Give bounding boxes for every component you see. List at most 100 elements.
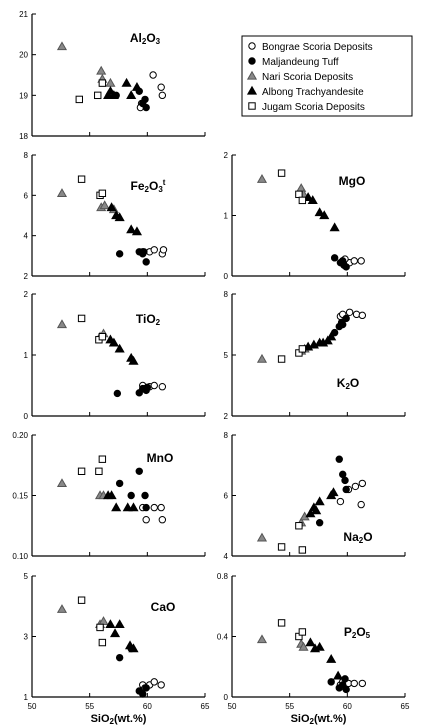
data-point-filled-triangle xyxy=(305,637,316,647)
y-tick-label: 20 xyxy=(19,51,28,60)
y-tick-label: 8 xyxy=(224,290,229,299)
data-point-filled-triangle xyxy=(121,77,132,87)
data-point-filled-circle xyxy=(140,248,148,256)
data-point-open-circle xyxy=(142,516,150,524)
data-point-open-circle xyxy=(357,500,365,509)
data-point-open-square xyxy=(75,95,83,104)
panel-k2o: 2 5 8 K2O xyxy=(224,290,406,421)
data-point-open-square xyxy=(95,467,103,476)
data-point-filled-triangle xyxy=(319,210,330,220)
data-point-open-circle xyxy=(150,503,158,512)
panel-mno: 0.10 0.15 0.20 MnO xyxy=(12,431,206,561)
data-point-filled-triangle xyxy=(106,202,117,212)
oxide-label: K2O xyxy=(337,376,359,391)
data-point-filled-circle xyxy=(142,503,150,512)
y-tick-label: 1 xyxy=(24,693,29,702)
y-tick-label: 3 xyxy=(24,633,29,642)
data-point-open-square xyxy=(277,355,286,363)
y-tick-label: 6 xyxy=(24,191,29,200)
data-point-open-square xyxy=(295,190,303,199)
y-tick-label: 0 xyxy=(24,412,29,421)
panel-fe2o3: 2 4 6 8 Fe2O3t xyxy=(24,151,206,281)
legend: Bongrae Scoria Deposits Maljandeung Tuff N… xyxy=(241,35,413,117)
data-point-open-square xyxy=(96,623,104,632)
x-axis-title: SiO2(wt.%) xyxy=(91,713,147,726)
y-tick-label: 2 xyxy=(224,151,229,160)
data-point-filled-triangle xyxy=(111,502,122,512)
legend-label: Albong Trachyandesite xyxy=(262,87,364,98)
data-point-open-circle xyxy=(351,482,360,491)
data-point-filled-circle xyxy=(141,491,149,500)
oxide-label: TiO2 xyxy=(136,312,161,327)
data-point-open-square xyxy=(277,169,286,177)
data-point-filled-triangle xyxy=(128,643,139,653)
data-point-filled-circle xyxy=(142,258,150,266)
data-point-filled-triangle xyxy=(126,90,137,99)
data-point-filled-circle xyxy=(339,470,347,479)
y-tick-label: 4 xyxy=(224,552,229,561)
data-point-open-square xyxy=(298,345,307,353)
oxide-label: Na2O xyxy=(343,530,372,545)
data-point-open-square xyxy=(98,189,107,198)
legend-box xyxy=(241,35,413,117)
data-point-open-circle xyxy=(158,516,167,524)
data-point-filled-circle xyxy=(115,653,124,662)
y-tick-label: 2 xyxy=(24,272,29,281)
data-point-open-square xyxy=(77,596,86,604)
data-point-filled-circle xyxy=(115,250,124,258)
y-tick-label: 1 xyxy=(24,351,29,360)
data-point-filled-triangle xyxy=(106,490,117,500)
data-point-open-circle xyxy=(150,381,158,390)
data-point-open-triangle xyxy=(56,41,68,51)
y-tick-label: 0.4 xyxy=(217,633,229,642)
data-point-filled-circle xyxy=(135,467,143,475)
data-point-filled-triangle xyxy=(326,653,337,663)
x-axis-title: SiO2(wt.%) xyxy=(291,713,347,726)
data-point-filled-circle xyxy=(139,99,147,108)
x-tick-label: 60 xyxy=(343,702,352,711)
legend-marker-filled-circle xyxy=(248,57,256,65)
data-point-open-triangle xyxy=(56,478,68,488)
data-point-filled-circle xyxy=(342,314,350,323)
data-point-filled-triangle xyxy=(114,343,125,353)
data-point-open-triangle xyxy=(105,77,116,87)
data-point-filled-triangle xyxy=(333,670,344,680)
data-point-filled-triangle xyxy=(128,355,139,365)
y-tick-label: 8 xyxy=(224,431,229,440)
data-point-open-circle xyxy=(150,246,158,254)
data-point-open-triangle xyxy=(256,634,268,644)
data-point-filled-circle xyxy=(327,678,335,686)
oxide-label: Fe2O3t xyxy=(131,178,166,194)
data-point-open-circle xyxy=(336,497,345,506)
panel-al2o3: 18 19 20 21 Al2O3 xyxy=(19,10,206,141)
x-tick-label: 50 xyxy=(228,702,237,711)
panel-p2o5: 0 0.4 0.8 50 55 60 65 P2O5 SiO2(wt.%) xyxy=(217,572,410,726)
data-point-filled-triangle xyxy=(114,619,125,629)
data-point-filled-triangle xyxy=(131,81,143,91)
data-point-open-square xyxy=(77,175,86,183)
data-point-filled-triangle xyxy=(126,224,137,234)
data-point-filled-circle xyxy=(330,254,339,262)
data-point-filled-circle xyxy=(142,684,150,692)
y-tick-label: 18 xyxy=(19,132,28,141)
y-tick-label: 19 xyxy=(19,91,28,100)
data-point-filled-circle xyxy=(342,685,350,694)
data-point-filled-circle xyxy=(127,491,135,500)
y-tick-label: 6 xyxy=(224,492,229,501)
data-point-open-square xyxy=(295,522,303,530)
panel-tio2: 0 1 2 TiO2 xyxy=(24,290,206,421)
y-tick-label: 5 xyxy=(224,351,229,360)
data-point-filled-triangle xyxy=(314,207,325,217)
data-point-filled-triangle xyxy=(114,212,125,222)
data-point-open-circle xyxy=(159,246,168,254)
data-point-open-circle xyxy=(158,383,167,391)
data-point-filled-circle xyxy=(115,479,124,488)
y-tick-label: 8 xyxy=(24,151,29,160)
oxide-label: MgO xyxy=(339,174,366,188)
y-tick-label: 0.8 xyxy=(217,572,229,581)
data-point-filled-triangle xyxy=(329,222,340,232)
y-tick-label: 1 xyxy=(224,212,229,221)
data-point-open-square xyxy=(98,638,107,647)
y-tick-label: 0.10 xyxy=(12,552,28,561)
